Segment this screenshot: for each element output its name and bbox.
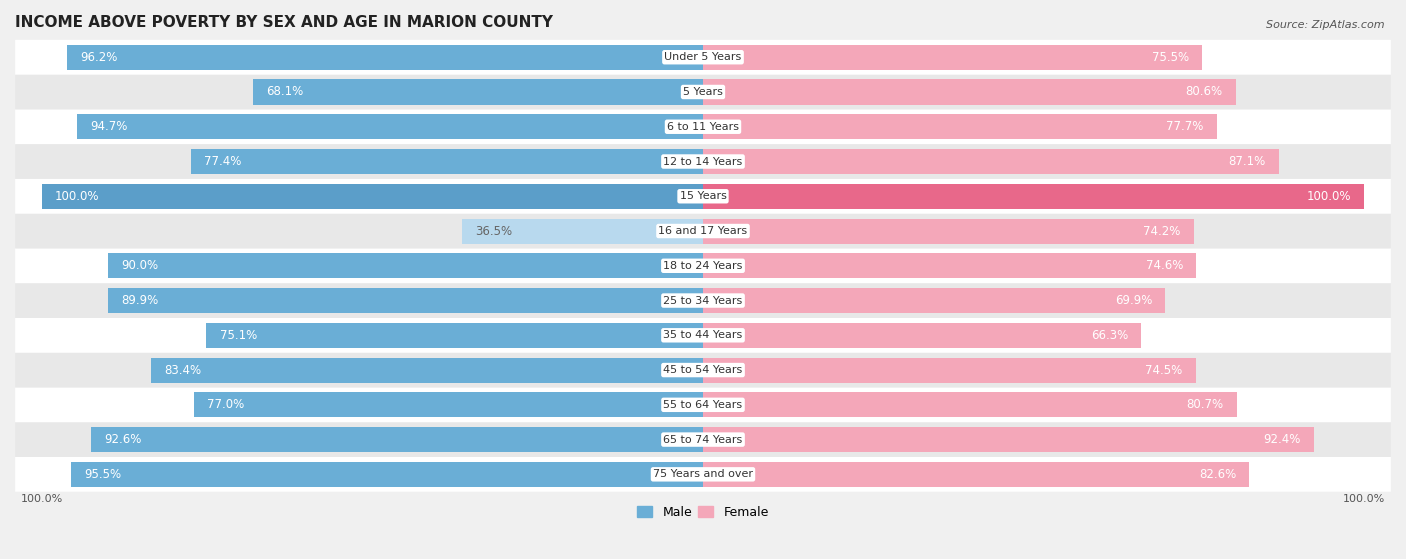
Text: 87.1%: 87.1% xyxy=(1229,155,1265,168)
Text: Source: ZipAtlas.com: Source: ZipAtlas.com xyxy=(1267,20,1385,30)
FancyBboxPatch shape xyxy=(15,248,1391,283)
Text: 36.5%: 36.5% xyxy=(475,225,512,238)
Bar xyxy=(253,79,703,105)
Text: 66.3%: 66.3% xyxy=(1091,329,1128,342)
Text: 45 to 54 Years: 45 to 54 Years xyxy=(664,365,742,375)
FancyBboxPatch shape xyxy=(15,110,1391,144)
Text: 100.0%: 100.0% xyxy=(1343,494,1385,504)
Text: 25 to 34 Years: 25 to 34 Years xyxy=(664,296,742,306)
Bar xyxy=(72,462,703,487)
Text: 100.0%: 100.0% xyxy=(21,494,63,504)
Bar xyxy=(703,79,1236,105)
Bar xyxy=(703,358,1195,382)
Bar xyxy=(703,184,1364,209)
Text: 75.5%: 75.5% xyxy=(1152,51,1189,64)
Bar xyxy=(90,427,703,452)
Text: 80.6%: 80.6% xyxy=(1185,86,1223,98)
Text: 83.4%: 83.4% xyxy=(165,363,202,377)
FancyBboxPatch shape xyxy=(15,283,1391,318)
Text: 77.4%: 77.4% xyxy=(204,155,242,168)
Text: 92.6%: 92.6% xyxy=(104,433,141,446)
FancyBboxPatch shape xyxy=(15,40,1391,74)
Bar xyxy=(703,253,1197,278)
Bar xyxy=(108,288,703,313)
Text: 55 to 64 Years: 55 to 64 Years xyxy=(664,400,742,410)
Bar xyxy=(66,45,703,70)
Bar xyxy=(152,358,703,382)
Text: 95.5%: 95.5% xyxy=(84,468,122,481)
FancyBboxPatch shape xyxy=(15,144,1391,179)
FancyBboxPatch shape xyxy=(15,179,1391,214)
Text: 94.7%: 94.7% xyxy=(90,120,128,133)
FancyBboxPatch shape xyxy=(15,422,1391,457)
Text: 75 Years and over: 75 Years and over xyxy=(652,470,754,479)
Bar xyxy=(461,219,703,244)
FancyBboxPatch shape xyxy=(15,387,1391,422)
Bar xyxy=(703,427,1315,452)
FancyBboxPatch shape xyxy=(15,214,1391,248)
Text: 77.7%: 77.7% xyxy=(1167,120,1204,133)
Bar xyxy=(703,392,1237,418)
Text: 6 to 11 Years: 6 to 11 Years xyxy=(666,122,740,132)
Text: 80.7%: 80.7% xyxy=(1187,399,1223,411)
Text: 15 Years: 15 Years xyxy=(679,191,727,201)
Bar xyxy=(703,149,1279,174)
Bar xyxy=(207,323,703,348)
Text: 69.9%: 69.9% xyxy=(1115,294,1152,307)
Bar xyxy=(703,114,1216,139)
FancyBboxPatch shape xyxy=(15,318,1391,353)
Bar xyxy=(108,253,703,278)
Bar xyxy=(703,462,1250,487)
Text: 74.6%: 74.6% xyxy=(1146,259,1184,272)
Text: 74.2%: 74.2% xyxy=(1143,225,1181,238)
Text: INCOME ABOVE POVERTY BY SEX AND AGE IN MARION COUNTY: INCOME ABOVE POVERTY BY SEX AND AGE IN M… xyxy=(15,15,553,30)
Text: 92.4%: 92.4% xyxy=(1264,433,1301,446)
Text: 89.9%: 89.9% xyxy=(122,294,159,307)
Text: 77.0%: 77.0% xyxy=(207,399,245,411)
Text: 82.6%: 82.6% xyxy=(1199,468,1236,481)
Text: 68.1%: 68.1% xyxy=(266,86,304,98)
Bar xyxy=(703,45,1202,70)
Bar xyxy=(703,288,1166,313)
Bar xyxy=(703,219,1194,244)
Bar xyxy=(42,184,703,209)
Text: 96.2%: 96.2% xyxy=(80,51,117,64)
Text: 16 and 17 Years: 16 and 17 Years xyxy=(658,226,748,236)
Text: 74.5%: 74.5% xyxy=(1146,363,1182,377)
Bar xyxy=(191,149,703,174)
Legend: Male, Female: Male, Female xyxy=(633,501,773,524)
FancyBboxPatch shape xyxy=(15,457,1391,492)
FancyBboxPatch shape xyxy=(15,353,1391,387)
FancyBboxPatch shape xyxy=(15,74,1391,110)
Text: 12 to 14 Years: 12 to 14 Years xyxy=(664,157,742,167)
Text: 35 to 44 Years: 35 to 44 Years xyxy=(664,330,742,340)
Bar xyxy=(194,392,703,418)
Text: 65 to 74 Years: 65 to 74 Years xyxy=(664,434,742,444)
Bar xyxy=(77,114,703,139)
Text: 5 Years: 5 Years xyxy=(683,87,723,97)
Text: 100.0%: 100.0% xyxy=(1306,190,1351,203)
Text: 90.0%: 90.0% xyxy=(121,259,157,272)
Text: 75.1%: 75.1% xyxy=(219,329,257,342)
Text: 18 to 24 Years: 18 to 24 Years xyxy=(664,261,742,271)
Text: Under 5 Years: Under 5 Years xyxy=(665,52,741,62)
Bar xyxy=(703,323,1142,348)
Text: 100.0%: 100.0% xyxy=(55,190,100,203)
